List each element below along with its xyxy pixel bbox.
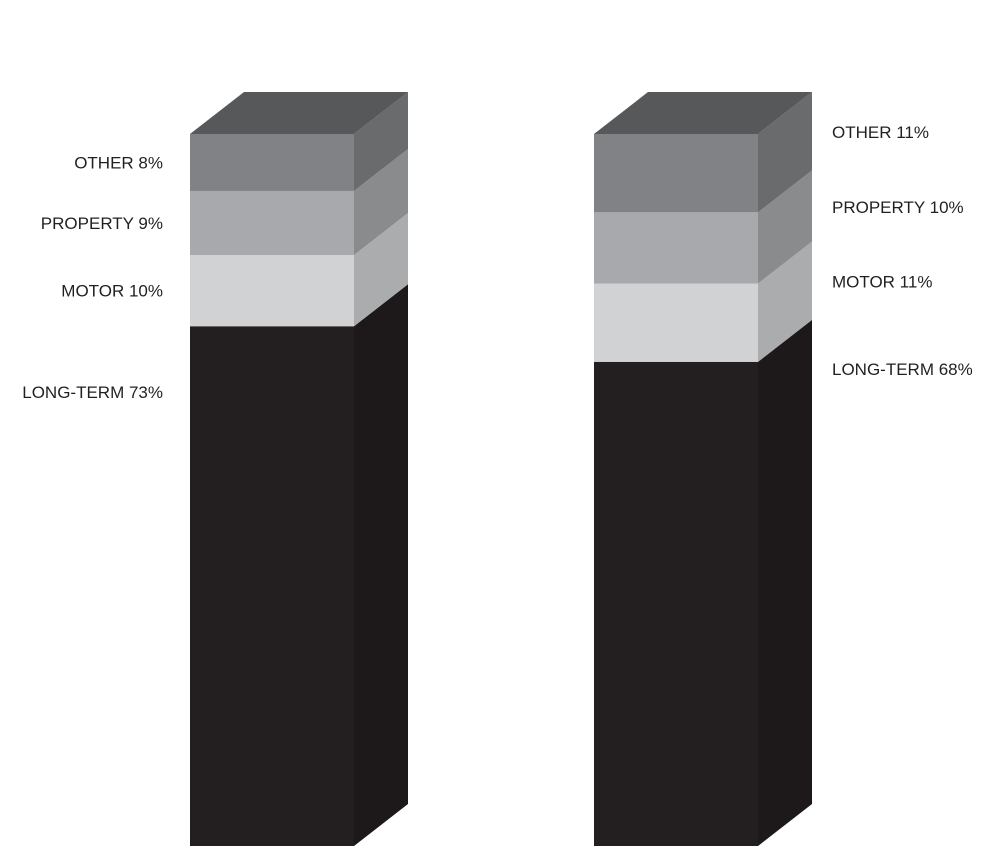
bar-segment-property-1 bbox=[190, 148, 408, 256]
label-motor-2: MOTOR 11% bbox=[832, 273, 932, 292]
bar-front-face bbox=[594, 361, 758, 846]
bar-segment-long-term-1 bbox=[190, 284, 408, 846]
bar-side-face bbox=[354, 284, 408, 846]
bar-front-face bbox=[594, 212, 758, 284]
bar-side-face bbox=[354, 92, 408, 191]
label-long-term-2: LONG-TERM 68% bbox=[832, 360, 973, 379]
bar-front-face bbox=[594, 134, 758, 213]
bar-segment-property-2 bbox=[594, 170, 812, 284]
bar-segment-long-term-2 bbox=[594, 319, 812, 846]
segment-label-group: LONG-TERM 73% MOTOR 10% PROPERTY 9% OTHER 8… bbox=[22, 123, 973, 402]
bar-top-face-2 bbox=[594, 92, 812, 134]
label-motor-1: MOTOR 10% bbox=[61, 282, 163, 301]
bar-segment-other-2 bbox=[594, 92, 812, 213]
bar-segment-motor-2 bbox=[594, 241, 812, 362]
bar-front-face bbox=[190, 134, 354, 191]
bar-front-face bbox=[190, 326, 354, 846]
bar-side-face bbox=[758, 170, 812, 284]
label-property-2: PROPERTY 10% bbox=[832, 198, 964, 217]
bar-front-face bbox=[190, 190, 354, 256]
bar-side-face bbox=[758, 92, 812, 213]
bar-side-face bbox=[758, 319, 812, 846]
bar-front-face bbox=[190, 255, 354, 327]
bar-group bbox=[190, 92, 812, 846]
label-other-1: OTHER 8% bbox=[74, 153, 163, 172]
bar-front-face bbox=[594, 283, 758, 362]
bar-segment-other-1 bbox=[190, 92, 408, 191]
bar-top-face-1 bbox=[190, 92, 408, 134]
bar-segment-motor-1 bbox=[190, 213, 408, 327]
label-long-term-1: LONG-TERM 73% bbox=[22, 383, 163, 402]
bar-side-face bbox=[354, 148, 408, 256]
bar-side-face bbox=[354, 213, 408, 327]
label-property-1: PROPERTY 9% bbox=[41, 214, 163, 233]
label-other-2: OTHER 11% bbox=[832, 123, 929, 142]
bar-side-face bbox=[758, 241, 812, 362]
